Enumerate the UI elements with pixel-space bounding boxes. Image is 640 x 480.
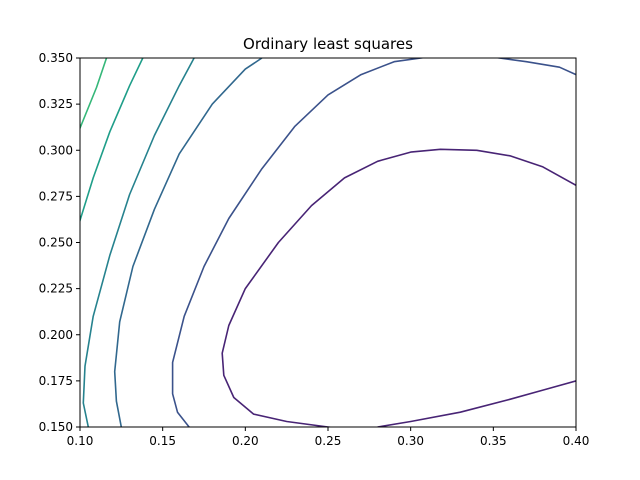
x-tick-label: 0.15 [149, 434, 176, 448]
contour-lines [80, 58, 576, 427]
contour-line-5 [82, 58, 195, 427]
x-tick-label: 0.25 [315, 434, 342, 448]
y-tick-label: 0.300 [39, 143, 73, 157]
y-tick-label: 0.150 [39, 420, 73, 434]
y-tick-label: 0.175 [39, 374, 73, 388]
plot-frame [79, 57, 577, 428]
contour-line-3 [171, 58, 576, 427]
contour-line-1 [221, 148, 576, 427]
x-tick-label: 0.30 [397, 434, 424, 448]
contour-line-2 [377, 380, 576, 427]
y-tick-label: 0.275 [39, 189, 73, 203]
y-axis: 0.150 0.175 0.200 0.225 0.250 0.275 0.300 0.325… [39, 51, 80, 434]
y-tick-label: 0.200 [39, 328, 73, 342]
y-tick-label: 0.225 [39, 282, 73, 296]
chart-title: Ordinary least squares [243, 35, 413, 53]
y-tick-label: 0.325 [39, 97, 73, 111]
y-tick-label: 0.350 [39, 51, 73, 65]
x-tick-label: 0.35 [480, 434, 507, 448]
x-tick-label: 0.20 [232, 434, 259, 448]
contour-line-4 [113, 58, 263, 427]
x-tick-label: 0.10 [67, 434, 94, 448]
contour-line-7 [80, 58, 108, 131]
x-tick-label: 0.40 [563, 434, 590, 448]
y-tick-label: 0.250 [39, 236, 73, 250]
contour-line-6 [80, 58, 144, 224]
x-axis: 0.10 0.15 0.20 0.25 0.30 0.35 0.40 [67, 427, 590, 448]
